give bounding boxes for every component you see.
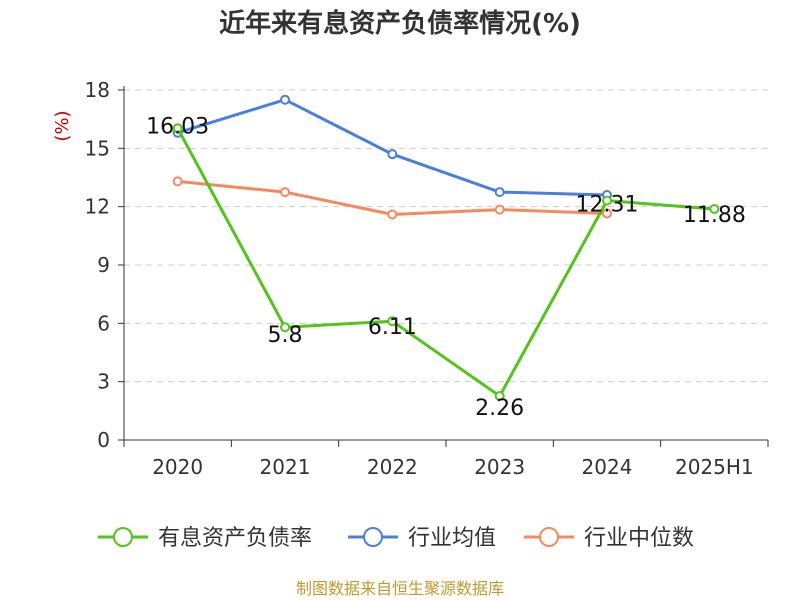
legend-marker (363, 527, 383, 547)
x-tick-label: 2021 (260, 455, 311, 479)
legend-item-0[interactable]: 有息资产负债率 (98, 526, 312, 551)
grid-lines (124, 89, 768, 383)
data-point (709, 204, 720, 214)
axes: 0 3 6 9 12 15 18 2020 2021 2022 2023 2024 2025H1 (85, 78, 769, 479)
data-point (172, 176, 183, 187)
y-tick-label: 18 (85, 78, 110, 102)
y-tick-label: 6 (97, 311, 110, 335)
data-point (280, 322, 290, 333)
data-point (387, 316, 398, 327)
data-point (280, 187, 290, 198)
y-tick-label: 15 (85, 136, 110, 160)
data-label: 2.26 (475, 396, 524, 421)
y-tick-label: 3 (97, 370, 110, 394)
y-axis-label: (%) (52, 110, 73, 141)
data-label: 16.03 (146, 114, 209, 139)
data-label: 11.88 (683, 203, 746, 228)
series-2 (172, 176, 612, 220)
series-layer (172, 94, 720, 402)
legend-label: 行业均值 (408, 526, 496, 551)
data-point (387, 149, 398, 160)
x-tick-label: 2022 (367, 455, 418, 479)
data-label: 5.8 (268, 323, 303, 348)
data-point (602, 208, 612, 219)
y-tick-label: 9 (97, 253, 110, 277)
legend-label: 有息资产负债率 (158, 526, 312, 551)
series-0 (172, 123, 720, 402)
legend-label: 行业中位数 (584, 526, 694, 551)
data-labels: 16.03 5.8 6.11 2.26 12.31 11.88 (146, 114, 746, 421)
x-tick-label: 2025H1 (675, 455, 754, 479)
data-point (387, 209, 398, 220)
y-tick-label: 0 (97, 428, 110, 452)
y-tick-label: 12 (85, 195, 110, 219)
data-point (494, 187, 505, 198)
data-point (602, 195, 612, 206)
data-label: 6.11 (368, 315, 417, 340)
series-line (177, 98, 608, 197)
data-point (172, 123, 183, 134)
legend-marker (113, 527, 133, 547)
legend-item-1[interactable]: 行业均值 (348, 526, 496, 551)
legend[interactable]: 有息资产负债率 行业均值 行业中位数 (98, 526, 694, 551)
x-tick-label: 2024 (582, 455, 633, 479)
x-tick-label: 2020 (152, 455, 203, 479)
source-note: 制图数据来自恒生聚源数据库 (296, 579, 504, 598)
chart-title: 近年来有息资产负债率情况(%) (219, 8, 581, 39)
series-line (176, 127, 715, 398)
legend-marker (539, 527, 559, 547)
legend-item-2[interactable]: 行业中位数 (524, 526, 694, 551)
data-label: 12.31 (576, 193, 639, 218)
data-point (280, 94, 290, 105)
data-point (494, 204, 505, 215)
data-point (494, 391, 505, 402)
series-1 (172, 94, 612, 200)
x-tick-label: 2023 (474, 455, 525, 479)
